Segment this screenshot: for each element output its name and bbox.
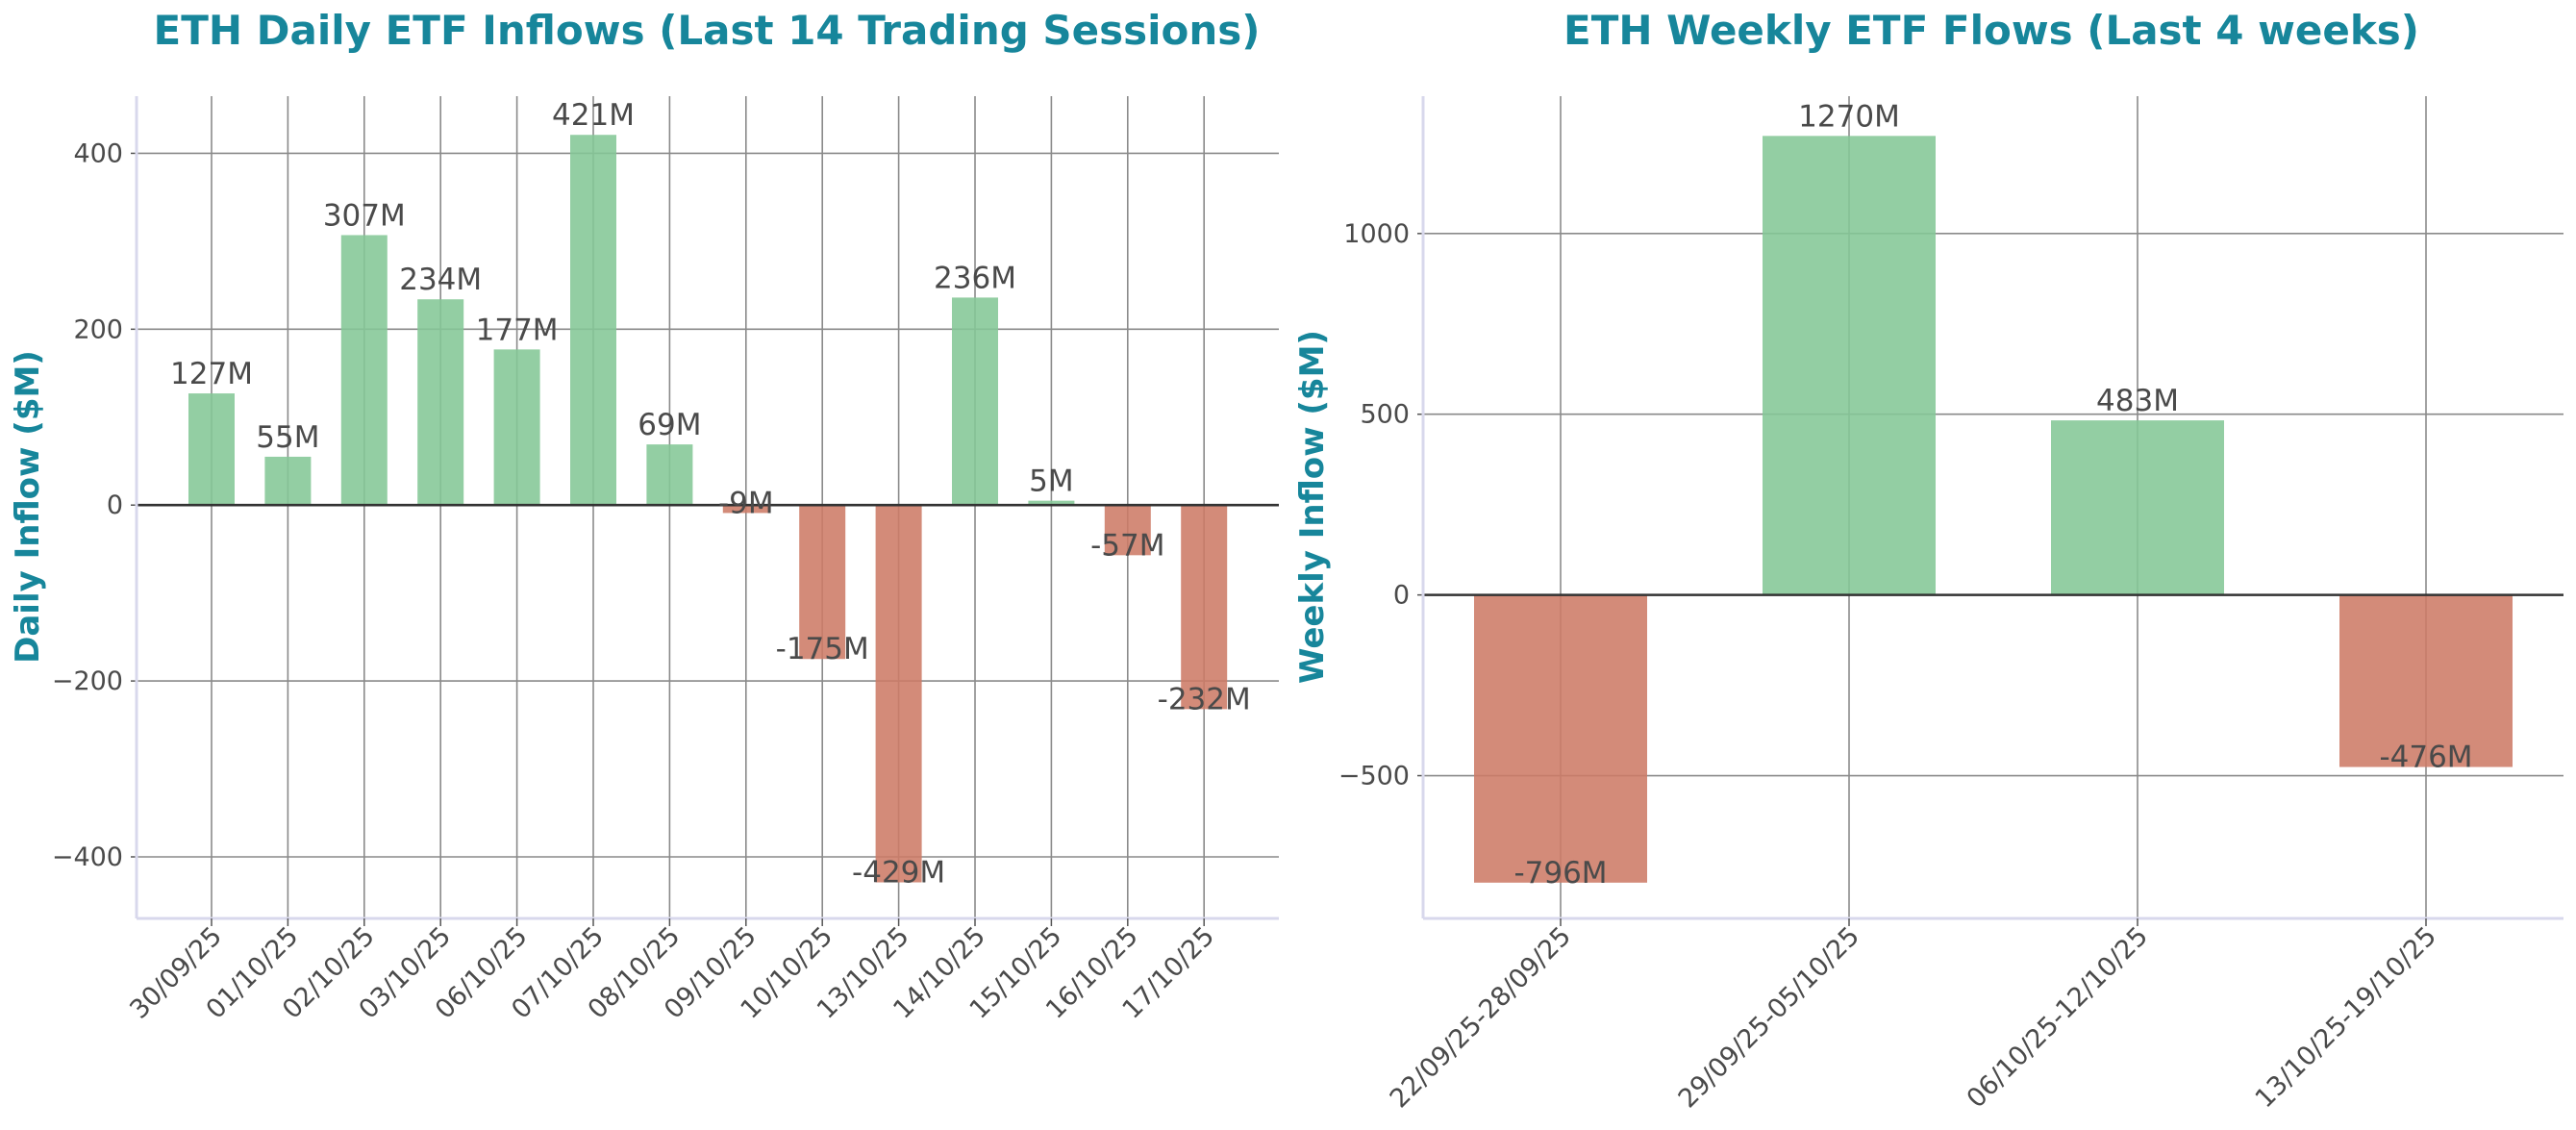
weekly-y-axis-label: Weekly Inflow ($M): [1293, 330, 1332, 684]
daily-data-label: 69M: [638, 408, 701, 442]
weekly-data-label: 483M: [2096, 384, 2179, 418]
daily-bar: [264, 456, 312, 506]
weekly-data-label: 1270M: [1798, 99, 1900, 134]
daily-data-label: 55M: [256, 420, 319, 455]
daily-y-tick-label: 400: [73, 138, 123, 168]
daily-bar: [1181, 505, 1228, 710]
daily-y-tick-label: 200: [73, 314, 123, 344]
daily-bar: [646, 444, 693, 506]
daily-bar: [1104, 505, 1151, 556]
daily-bar: [188, 393, 235, 506]
weekly-y-tick-label: −500: [1338, 762, 1410, 791]
daily-data-label: -9M: [718, 486, 774, 520]
weekly-data-label: -476M: [2379, 741, 2472, 775]
weekly-y-tick-label: 0: [1393, 581, 1410, 611]
weekly-y-tick-label: 500: [1360, 400, 1410, 430]
daily-bar: [493, 349, 540, 506]
daily-y-axis-label: Daily Inflow ($M): [9, 350, 47, 664]
daily-y-tick-label: −400: [52, 842, 123, 872]
daily-data-label: 177M: [476, 313, 559, 347]
weekly-x-tick-label: 13/10/25-19/10/25: [2250, 921, 2442, 1114]
daily-bar: [722, 505, 769, 514]
daily-y-tick-label: −200: [52, 666, 123, 696]
weekly-bar: [2339, 594, 2513, 767]
daily-data-label: -175M: [776, 632, 869, 666]
daily-data-label: 307M: [323, 198, 406, 233]
daily-bar: [875, 505, 922, 883]
weekly-x-tick-label: 29/09/25-05/10/25: [1673, 921, 1865, 1114]
daily-bar: [799, 505, 846, 660]
weekly-chart-title: ETH Weekly ETF Flows (Last 4 weeks): [1563, 7, 2419, 54]
daily-y-tick-label: 0: [107, 490, 123, 520]
weekly-x-tick-label: 06/10/25-12/10/25: [1962, 921, 2154, 1114]
daily-data-label: 5M: [1029, 465, 1073, 499]
daily-chart-title: ETH Daily ETF Inflows (Last 14 Trading S…: [154, 7, 1261, 54]
daily-bar: [417, 299, 464, 506]
daily-data-label: 421M: [552, 98, 635, 133]
weekly-data-label: -796M: [1513, 856, 1607, 891]
weekly-bar: [2051, 420, 2224, 595]
daily-data-label: -232M: [1158, 682, 1251, 716]
weekly-bar: [1474, 594, 1647, 883]
daily-bar: [1028, 500, 1075, 506]
weekly-flows-plot: 1000 500 0 −500 -796M 1270M 483M -476M 22/09/25-…: [1338, 96, 2563, 1114]
daily-bar: [570, 135, 616, 506]
daily-data-label: -429M: [852, 856, 945, 891]
daily-data-label: 127M: [170, 357, 253, 391]
daily-data-label: 236M: [934, 261, 1016, 295]
weekly-x-tick-label: 22/09/25-28/09/25: [1385, 921, 1577, 1114]
daily-bar: [340, 235, 388, 506]
daily-data-label: 234M: [399, 263, 482, 297]
daily-data-label: -57M: [1090, 528, 1164, 563]
daily-bar: [952, 297, 998, 506]
weekly-bar: [1763, 136, 1936, 595]
weekly-y-tick-label: 1000: [1343, 219, 1410, 249]
